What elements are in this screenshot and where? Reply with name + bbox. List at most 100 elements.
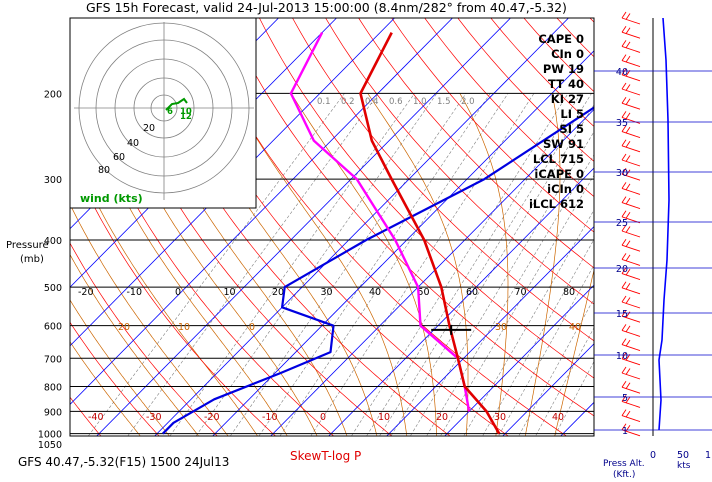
- pressure-tick-label: 1050: [38, 440, 62, 451]
- barb-flag: [621, 409, 627, 416]
- hodograph-trace: [165, 97, 188, 111]
- dry-adiabat: [490, 18, 594, 127]
- pressure-tick-label: 800: [44, 383, 62, 394]
- temp-label-lower: 20: [436, 412, 448, 423]
- temperature-labels: -20 -10 0 10 20 30 40 50 60 70 80-40 -30 -20 -10 0 10 20…: [78, 97, 581, 436]
- mixing-ratio-line: [127, 93, 379, 436]
- isotherm: [328, 167, 594, 436]
- moist-adiabat: [524, 93, 561, 436]
- barb-shaft: [621, 230, 641, 238]
- dry-adiabat: [292, 18, 594, 342]
- pressure-tick-label: 300: [44, 175, 62, 186]
- barb-flag: [621, 153, 627, 161]
- hodograph-ring-label: 60: [113, 152, 125, 163]
- barb-flag: [621, 139, 627, 147]
- mixing-ratio-line: [379, 93, 592, 436]
- press-alt-line2: (Kft.): [613, 470, 635, 480]
- barb-flag: [625, 325, 631, 333]
- index-icape: iCAPE 0: [534, 167, 584, 181]
- barb-shaft: [621, 372, 641, 380]
- wind-barbs: [621, 11, 641, 437]
- hodograph-box: [69, 17, 257, 209]
- mixing-ratio-line: [440, 174, 594, 436]
- wind-speed-tick-label: 0: [650, 450, 656, 461]
- barb-flag: [621, 25, 627, 33]
- temp-label-upper: 20: [272, 287, 284, 298]
- sounding-profiles: [162, 32, 594, 435]
- temp-label-lower: 30: [494, 412, 506, 423]
- wind-speed-tick-label: 1: [705, 450, 711, 461]
- index-icin: iCIn 0: [547, 182, 584, 196]
- barb-shaft: [621, 187, 641, 195]
- barb-shaft: [621, 17, 641, 25]
- barb-flag: [621, 54, 627, 61]
- mixing-ratio-line: [87, 93, 345, 436]
- barb-flag: [625, 169, 631, 176]
- barb-flag: [621, 210, 627, 218]
- temp-label-lower: -30: [146, 412, 162, 423]
- temp-label-upper: 30: [321, 287, 333, 298]
- barb-flag: [625, 410, 631, 418]
- temperature-profile-line: [359, 32, 501, 435]
- mixing-ratio-line: [482, 238, 594, 436]
- pressure-tick-label: 200: [44, 89, 62, 100]
- wind-barb: [621, 139, 641, 153]
- barb-flag: [621, 253, 627, 260]
- index-sw: SW 91: [543, 137, 584, 151]
- barb-flag: [625, 268, 631, 276]
- barb-flag: [625, 240, 631, 247]
- barb-shaft: [621, 244, 641, 252]
- mixing-ratio-label-upper: 0.6: [389, 97, 403, 107]
- temp-label-lower: -10: [262, 412, 278, 423]
- hodograph-label: wind (kts): [80, 192, 143, 205]
- wind-barb: [621, 238, 641, 252]
- barb-shaft: [621, 273, 641, 281]
- isotherm: [611, 18, 712, 444]
- barb-flag: [621, 167, 627, 175]
- plot-area: -20 -10 0 10 20 30 40 50 60 70 80-40 -30 -20 -10 0 10 20…: [0, 18, 712, 444]
- altitude-tick-label: 40: [616, 67, 628, 78]
- footer-kts: kts: [677, 461, 691, 471]
- theta-e-label: 10: [178, 322, 190, 333]
- barb-flag: [625, 396, 631, 404]
- barb-flag: [625, 183, 631, 191]
- barb-flag: [625, 382, 631, 389]
- barb-flag: [625, 84, 631, 91]
- altitude-tick-label: 20: [616, 264, 628, 275]
- barb-flag: [621, 182, 627, 189]
- wind-barb: [621, 395, 641, 408]
- index-pw: PW 19: [543, 62, 584, 76]
- isotherm: [0, 18, 47, 444]
- wind-barb: [621, 324, 641, 337]
- mixing-ratio-line: [258, 93, 491, 436]
- barb-shaft: [621, 145, 641, 153]
- moist-adiabat: [70, 299, 170, 436]
- barb-shaft: [621, 74, 641, 82]
- mixing-ratio-line: [195, 93, 438, 436]
- moist-adiabat: [290, 93, 437, 436]
- barb-flag: [621, 125, 627, 132]
- barb-shaft: [621, 258, 641, 266]
- dry-adiabat: [259, 18, 594, 379]
- barb-shaft: [621, 159, 641, 167]
- footer-station: GFS 40.47,-5.32(F15) 1500 24Jul13: [18, 455, 229, 469]
- temp-label-upper: 70: [515, 287, 527, 298]
- theta-e-label: 40: [569, 322, 581, 333]
- mixing-ratio-label-upper: 0.4: [365, 97, 379, 107]
- isotherm: [444, 284, 594, 436]
- mixing-ratio-line: [498, 264, 594, 436]
- barb-flag: [625, 339, 631, 347]
- wind-barb: [621, 295, 641, 309]
- barb-shaft: [621, 315, 641, 323]
- barb-flag: [621, 40, 627, 47]
- barb-flag: [621, 238, 627, 246]
- barb-shaft: [621, 358, 641, 366]
- barb-shaft: [621, 102, 641, 110]
- barb-shaft: [621, 429, 641, 437]
- barb-flag: [625, 55, 631, 63]
- barb-flag: [625, 141, 631, 148]
- temp-label-lower: 40: [552, 412, 564, 423]
- wind-barb: [621, 25, 641, 39]
